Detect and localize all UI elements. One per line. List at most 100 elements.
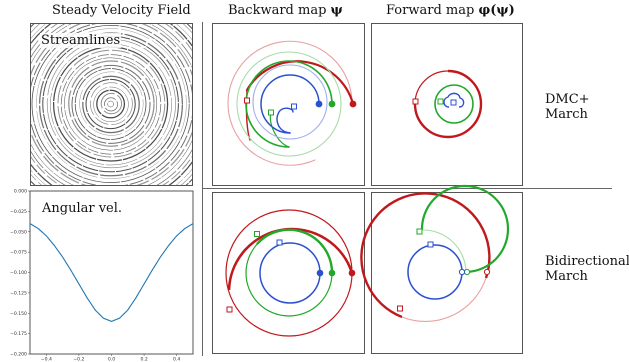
red-arc-thick (227, 227, 354, 291)
streamline-ring (57, 49, 166, 158)
backward-map-bidirectional-plot (225, 209, 356, 337)
green-square-marker (416, 228, 423, 235)
streamline-ring (74, 68, 147, 140)
streamlines-panel: Streamlines (30, 23, 193, 186)
green-arc-thick (420, 184, 510, 274)
blue-loop (443, 92, 465, 108)
blue-ring (259, 242, 321, 304)
red-dot (349, 100, 357, 108)
streamline-ring (46, 39, 176, 169)
blue-hollow-marker (458, 268, 466, 276)
blue-dot (316, 269, 324, 277)
angular-label: Angular vel. (41, 201, 124, 216)
streamline-ring (96, 89, 126, 119)
header-backward-map-symbol: ψ (330, 3, 343, 18)
blue-ring (407, 244, 463, 300)
red-hollow-marker (483, 268, 491, 276)
x-tick-label: 0.2 (140, 357, 147, 362)
red-dot (348, 269, 356, 277)
streamline-ring (36, 28, 187, 179)
streamline-ring (82, 75, 140, 134)
y-tick-label: −0.075 (10, 250, 27, 256)
streamline-ring (31, 25, 190, 183)
red-arc-thick (360, 192, 491, 319)
streamline-ring (42, 35, 179, 173)
header-forward-map-text: Forward map (386, 3, 479, 18)
red-square-marker (397, 305, 403, 312)
streamline-ring (93, 86, 129, 123)
header-forward-map: Forward map φ(ψ) (386, 3, 515, 18)
backward-map-dmc-plot (227, 40, 357, 166)
y-tick-label: −0.100 (10, 270, 27, 276)
green-arc-faint (421, 229, 467, 273)
streamline-ring (71, 64, 151, 144)
streamline-ring (79, 71, 144, 136)
backward-map-bidirectional-panel (212, 192, 365, 354)
streamlines-plot (31, 24, 192, 185)
blue-spiral (276, 107, 294, 134)
y-tick-label: −0.200 (10, 352, 27, 358)
forward-map-dmc-plot (412, 69, 483, 139)
blue-dot (315, 100, 323, 108)
red-square-marker (226, 306, 233, 313)
y-tick-label: 0.000 (14, 189, 27, 195)
blue-square-marker (291, 103, 297, 110)
streamline-ring (85, 78, 136, 130)
streamline-ring (90, 82, 133, 125)
streamline-ring (68, 60, 155, 147)
green-tail (269, 113, 290, 148)
row-label-bidirectional-line2: March (545, 269, 588, 284)
streamline-ring (31, 24, 192, 185)
green-square-marker (254, 231, 260, 237)
y-tick-label: −0.125 (10, 290, 27, 296)
streamline-ring (104, 97, 118, 112)
red-trace-faint (227, 40, 353, 166)
streamline-ring (107, 100, 114, 108)
streamlines-rings (31, 24, 192, 185)
red-square-marker (412, 98, 419, 105)
row-label-dmc-line2: March (545, 107, 588, 122)
row-label-dmc-march: DMC+ March (545, 92, 590, 122)
header-forward-map-symbol: φ(ψ) (478, 3, 515, 18)
green-arc (245, 60, 333, 148)
header-steady-velocity-field: Steady Velocity Field (52, 3, 191, 18)
blue-trace-faint (252, 64, 328, 140)
forward-map-dmc-panel (371, 23, 523, 186)
green-trace-faint (236, 51, 342, 157)
header-backward-map-text: Backward map (228, 3, 331, 18)
x-tick-label: 0.4 (173, 357, 180, 362)
blue-square-marker (276, 239, 283, 246)
green-square-marker (268, 109, 274, 116)
x-tick-label: −0.4 (41, 357, 52, 362)
streamlines-label: Streamlines (40, 33, 122, 48)
forward-map-bidirectional-panel (360, 184, 523, 354)
blue-square-marker (450, 99, 457, 106)
red-arc (245, 60, 355, 106)
red-arc-faint (401, 277, 487, 322)
green-hollow-marker (463, 268, 471, 276)
y-tick-label: −0.175 (10, 331, 27, 337)
green-dot (328, 100, 336, 108)
green-square-marker (437, 98, 444, 105)
streamline-ring (52, 46, 169, 162)
streamline-ring (64, 57, 158, 151)
green-arc-thick (256, 228, 334, 274)
angular-velocity-svg: −0.4 −0.2 0.0 0.2 0.4 0.000 −0.025 −0.050 −0.075… (10, 189, 194, 362)
green-ring (434, 84, 474, 124)
y-tick-label: −0.050 (10, 229, 27, 235)
chart-ticks: −0.4 −0.2 0.0 0.2 0.4 0.000 −0.025 −0.050 −0.075… (10, 189, 180, 362)
header-backward-map: Backward map ψ (228, 3, 343, 18)
forward-map-bidirectional-plot (360, 184, 510, 322)
blue-square-marker (427, 241, 434, 248)
x-tick-label: −0.2 (73, 357, 84, 362)
row-label-dmc-line1: DMC+ (545, 92, 590, 107)
angular-velocity-chart: −0.4 −0.2 0.0 0.2 0.4 0.000 −0.025 −0.050 −0.075… (0, 189, 200, 362)
red-square-marker (244, 97, 250, 104)
backward-map-dmc-panel (212, 23, 365, 186)
vertical-separator (202, 22, 203, 356)
red-ring (413, 69, 483, 139)
streamline-ring (60, 54, 162, 155)
blue-arc (260, 74, 320, 134)
row-label-bidirectional-march: Bidirectional March (545, 254, 629, 284)
